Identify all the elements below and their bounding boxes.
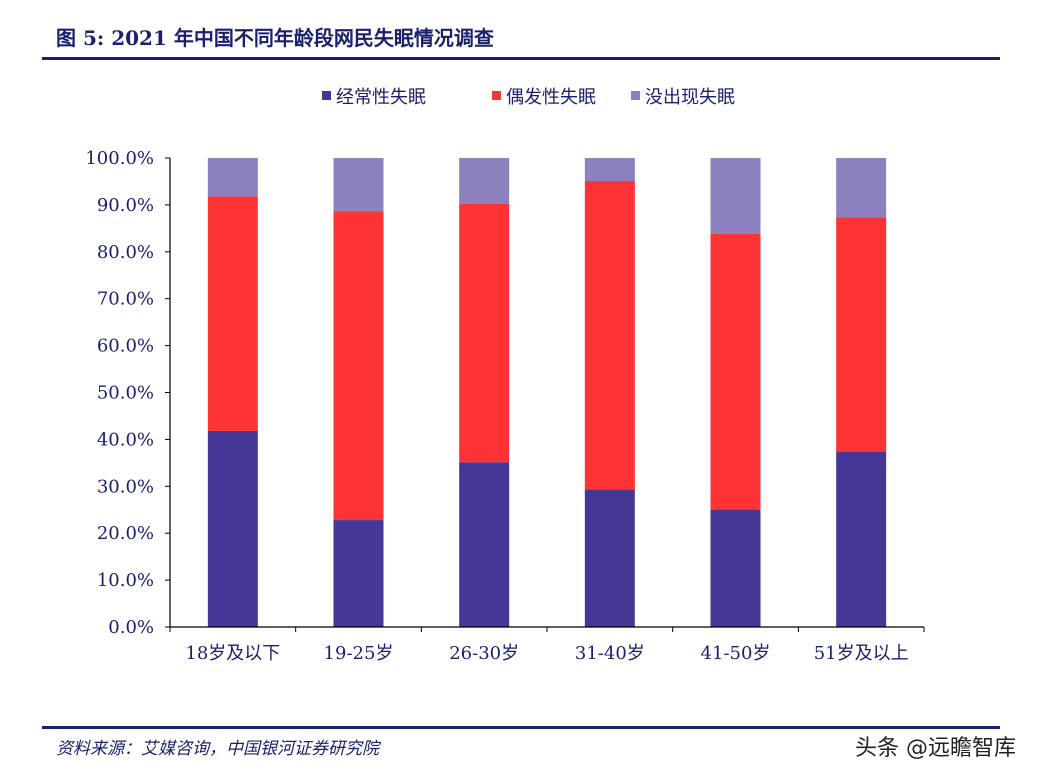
bar-segment-2-2	[333, 211, 384, 521]
bar-segment-3-6	[836, 158, 887, 218]
bar-segment-2-1	[207, 196, 258, 431]
y-tick-label: 10.0%	[97, 570, 154, 591]
legend-label-1: 经常性失眠	[336, 87, 426, 108]
y-tick-label: 30.0%	[97, 476, 154, 497]
bar-segment-1-6	[836, 451, 887, 627]
bar-segment-3-2	[333, 158, 384, 212]
y-tick-label: 20.0%	[97, 523, 154, 544]
bar-segment-1-3	[459, 462, 510, 627]
axes: 0.0% 10.0% 20.0% 30.0% 40.0% 50.0% 60.0% 70.0% 8…	[85, 148, 925, 664]
bar-segment-1-1	[207, 430, 258, 627]
figure-title: 图 5: 2021 年中国不同年龄段网民失眠情况调查	[56, 26, 494, 50]
bar-segment-1-4	[584, 489, 635, 627]
x-tick-label: 51岁及以上	[814, 643, 909, 664]
y-tick-label: 60.0%	[97, 336, 154, 357]
y-tick-label: 80.0%	[97, 242, 154, 263]
stacked-bar-chart: 经常性失眠 偶发性失眠 没出现失眠 0.0% 10.0% 20.0% 30.0% 40.0%…	[85, 87, 925, 664]
legend-label-3: 没出现失眠	[645, 87, 735, 108]
legend-label-2: 偶发性失眠	[506, 87, 596, 108]
source-note: 资料来源：艾媒咨询，中国银河证券研究院	[56, 739, 379, 759]
bar-segment-2-3	[459, 203, 510, 463]
legend-swatch-1	[322, 91, 331, 100]
y-tick-label: 50.0%	[97, 383, 154, 404]
legend-swatch-3	[631, 91, 640, 100]
y-tick-label: 90.0%	[97, 195, 154, 216]
bar-segment-3-5	[710, 158, 761, 234]
bars	[207, 158, 887, 627]
y-tick-label: 0.0%	[108, 617, 154, 638]
top-rule	[42, 57, 1000, 60]
watermark: 头条 @远瞻智库	[855, 736, 1016, 761]
bar-segment-2-5	[710, 233, 761, 510]
y-tick-label: 40.0%	[97, 429, 154, 450]
bar-segment-1-2	[333, 520, 384, 627]
x-tick-label: 26-30岁	[449, 643, 519, 664]
legend-swatch-2	[492, 91, 501, 100]
x-tick-label: 18岁及以下	[185, 643, 280, 664]
x-tick-label: 31-40岁	[575, 643, 645, 664]
bar-segment-2-6	[836, 217, 887, 452]
bottom-rule	[42, 726, 1000, 729]
x-tick-label: 19-25岁	[324, 643, 394, 664]
bar-segment-3-4	[584, 158, 635, 181]
bar-segment-3-1	[207, 158, 258, 197]
bar-segment-3-3	[459, 158, 510, 204]
x-tick-label: 41-50岁	[701, 643, 771, 664]
legend: 经常性失眠 偶发性失眠 没出现失眠	[322, 87, 735, 108]
y-tick-label: 70.0%	[97, 289, 154, 310]
bar-segment-1-5	[710, 509, 761, 627]
y-tick-label: 100.0%	[85, 148, 154, 169]
bar-segment-2-4	[584, 180, 635, 490]
